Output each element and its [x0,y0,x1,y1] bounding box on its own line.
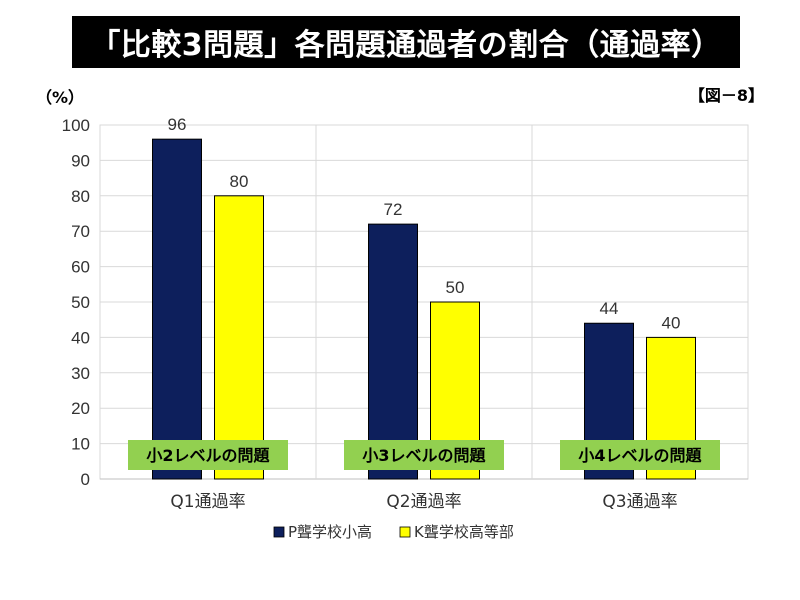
y-tick-label: 70 [71,222,90,241]
figure-label: 【図－8】 [688,86,764,105]
bar [368,223,418,480]
x-category-label: Q3通過率 [602,492,677,512]
y-tick-label: 60 [71,258,90,277]
level-annotation-box [560,440,720,470]
data-label: 96 [168,115,187,134]
bar [214,195,264,480]
y-tick-label: 80 [71,187,90,206]
level-annotation-box [344,440,504,470]
level-annotation-text: 小4レベルの問題 [578,446,702,465]
data-label: 40 [662,313,681,332]
y-tick-label: 50 [71,293,90,312]
legend-entry: K聾学校高等部 [414,523,514,541]
data-label: 80 [230,172,249,191]
y-tick-label: 30 [71,364,90,383]
chart-title: 「比較3問題」各問題通過者の割合（通過率） [72,16,740,68]
level-annotation-box [128,440,288,470]
y-tick-label: 100 [62,116,90,135]
y-tick-label: 10 [71,435,90,454]
level-annotation-text: 小2レベルの問題 [146,446,270,465]
data-label: 44 [600,299,619,318]
x-category-label: Q1通過率 [170,492,245,512]
data-label: 72 [384,200,403,219]
x-category-label: Q2通過率 [386,492,461,512]
level-annotation-text: 小3レベルの問題 [362,446,486,465]
y-unit-label: （%） [36,88,85,107]
legend-entry: P聾学校小高 [288,523,372,541]
y-tick-label: 40 [71,328,90,347]
legend-swatch [273,526,285,538]
data-label: 50 [446,278,465,297]
y-tick-label: 90 [71,151,90,170]
y-tick-label: 0 [81,470,90,489]
y-tick-label: 20 [71,399,90,418]
legend-swatch [399,526,411,538]
bar [152,138,202,480]
